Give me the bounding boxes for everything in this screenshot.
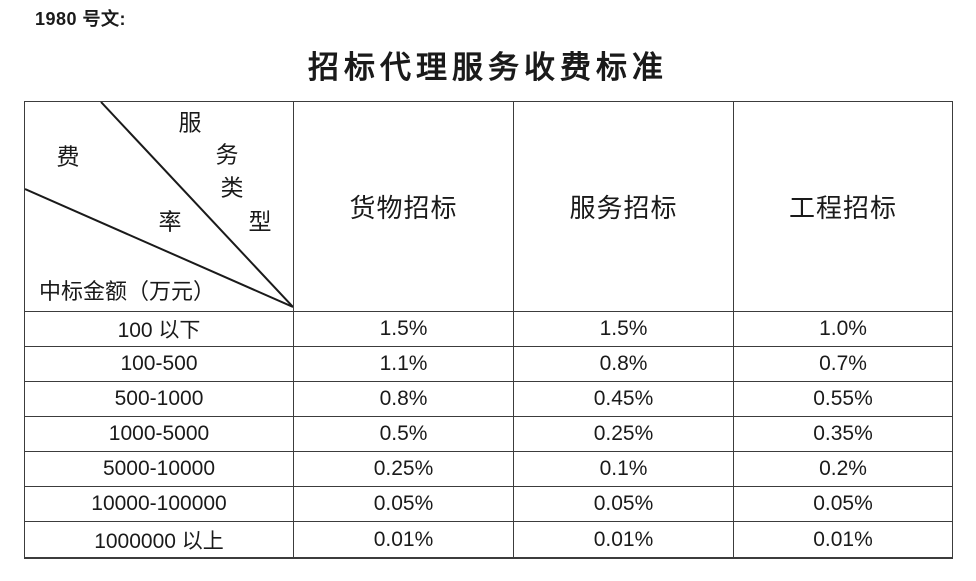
row-label-cell: 1000-5000 <box>25 417 294 452</box>
corner-service-type-char: 类 <box>220 175 244 201</box>
column-header-service-bidding: 服务招标 <box>514 102 734 312</box>
fee-value-cell: 0.25% <box>294 452 514 487</box>
fee-value-cell: 1.5% <box>514 312 734 347</box>
fee-value-cell: 0.55% <box>734 382 952 417</box>
corner-fee-rate-char: 费 <box>56 144 80 170</box>
row-label-cell: 500-1000 <box>25 382 294 417</box>
corner-fee-rate-char: 率 <box>158 209 182 235</box>
fee-value-cell: 1.1% <box>294 347 514 382</box>
column-header-engineering-bidding: 工程招标 <box>734 102 952 312</box>
row-label-cell: 100-500 <box>25 347 294 382</box>
fee-value-cell: 1.5% <box>294 312 514 347</box>
fee-value-cell: 0.45% <box>514 382 734 417</box>
doc-ref-label: 1980 号文: <box>35 9 127 29</box>
column-header-goods-bidding: 货物招标 <box>294 102 514 312</box>
fee-value-cell: 0.35% <box>734 417 952 452</box>
fee-value-cell: 0.01% <box>813 527 873 551</box>
fee-value-cell: 0.2% <box>734 452 952 487</box>
fee-value-cell: 1.0% <box>734 312 952 347</box>
corner-amount-axis-label: 中标金额（万元） <box>39 279 216 304</box>
fee-value-cell: 0.5% <box>294 417 514 452</box>
row-label-cell: 5000-10000 <box>25 452 294 487</box>
fee-value-cell: 0.1% <box>514 452 734 487</box>
fee-value-cell: 0.25% <box>514 417 734 452</box>
diagonal-divider-lines <box>25 102 293 308</box>
row-label-cell: 10000-100000 <box>25 487 294 522</box>
fee-value-cell: 0.8% <box>294 382 514 417</box>
corner-service-type-char: 服 <box>178 110 202 136</box>
fee-value-cell: 0.05% <box>294 487 514 522</box>
fee-value-cell: 0.8% <box>514 347 734 382</box>
fee-value-cell: 0.01% <box>294 522 514 557</box>
fee-standard-table: 服 务 类 型 费 率 中标金额（万元） 货物招标 服务招标 工程招标 100 … <box>24 101 953 559</box>
row-label-cell: 1000000 以上 <box>25 522 294 557</box>
table-corner-cell: 服 务 类 型 费 率 中标金额（万元） <box>25 102 294 312</box>
page-title: 招标代理服务收费标准 <box>308 50 668 85</box>
row-label-cell: 100 以下 <box>25 312 294 347</box>
corner-service-type-char: 务 <box>215 142 239 168</box>
corner-service-type-char: 型 <box>248 209 272 235</box>
fee-value-cell: 0.01% <box>514 522 734 557</box>
fee-value-cell: 0.05% <box>514 487 734 522</box>
fee-value-cell: 0.7% <box>734 347 952 382</box>
fee-value-cell: 0.05% <box>734 487 952 522</box>
